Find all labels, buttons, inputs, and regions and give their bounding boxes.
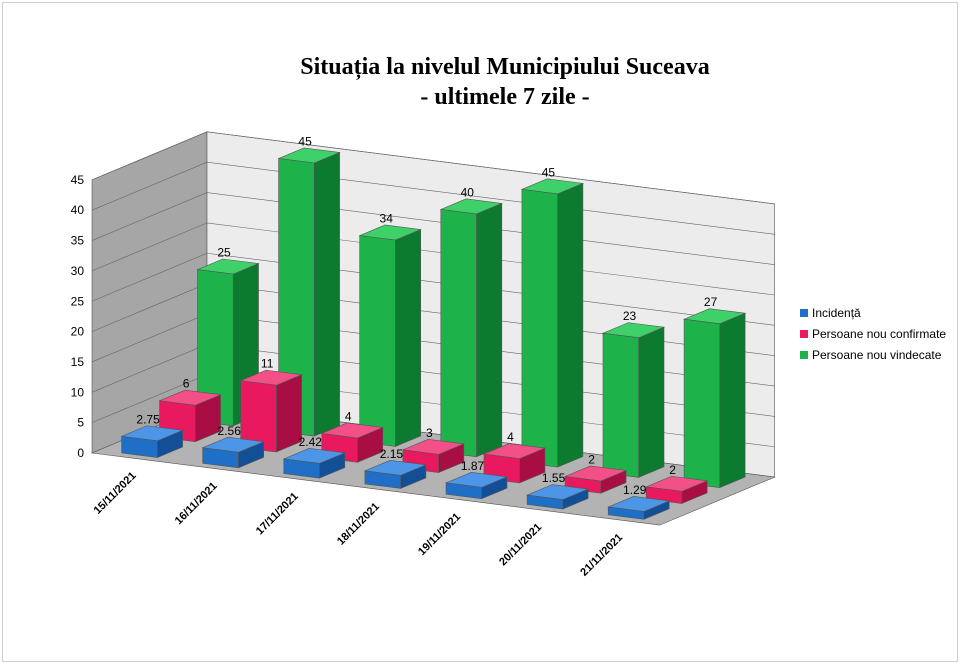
y-tick-label: 5 xyxy=(77,416,84,430)
data-label: 2 xyxy=(588,453,595,467)
legend-label: Incidență xyxy=(812,305,861,320)
data-label: 11 xyxy=(261,357,274,371)
x-tick-label: 20/11/2021 xyxy=(497,521,544,568)
y-tick-label: 30 xyxy=(71,264,85,278)
y-tick-label: 15 xyxy=(71,355,85,369)
bar-front xyxy=(283,458,320,479)
x-tick-label: 15/11/2021 xyxy=(92,470,139,517)
gridline xyxy=(91,161,775,235)
data-label: 40 xyxy=(461,185,475,199)
data-label: 27 xyxy=(704,295,718,309)
data-label: 45 xyxy=(542,165,556,179)
legend: Incidență Persoane nou confirmate Persoa… xyxy=(800,302,946,365)
x-tick-label: 17/11/2021 xyxy=(254,490,301,537)
bar-front xyxy=(445,482,482,500)
legend-swatch xyxy=(800,329,808,338)
bar-front xyxy=(278,158,315,437)
gridline xyxy=(91,222,775,296)
legend-label: Persoane nou confirmate xyxy=(812,326,947,341)
bar-side xyxy=(313,151,340,437)
gridline xyxy=(91,252,775,326)
gridline xyxy=(91,192,775,265)
y-tick-label: 0 xyxy=(77,446,84,460)
data-label: 2.15 xyxy=(380,447,404,461)
y-tick-label: 10 xyxy=(71,385,85,399)
bar-side xyxy=(395,229,421,447)
data-label: 23 xyxy=(623,309,637,323)
bar-front xyxy=(197,269,234,427)
legend-item-incidenta: Incidență xyxy=(800,302,946,323)
gridline xyxy=(91,131,775,205)
bar-front xyxy=(202,447,239,469)
bar-front xyxy=(521,189,558,468)
chart-title: Situația la nivelul Municipiului Suceava… xyxy=(0,52,960,112)
title-line-1: Situația la nivelul Municipiului Suceava xyxy=(300,54,710,80)
data-label: 2.42 xyxy=(299,435,323,449)
bar-side xyxy=(638,326,665,478)
data-label: 1.29 xyxy=(623,483,647,497)
data-label: 1.55 xyxy=(542,471,566,485)
bar-front xyxy=(683,318,721,488)
legend-label: Persoane nou vindecate xyxy=(812,347,942,362)
legend-swatch xyxy=(800,308,808,317)
data-label: 4 xyxy=(507,430,514,444)
legend-item-vindecate: Persoane nou vindecate xyxy=(800,344,946,365)
y-tick-label: 25 xyxy=(71,294,85,308)
y-tick-label: 40 xyxy=(71,203,85,217)
bar-front xyxy=(440,209,477,458)
bar-side xyxy=(476,202,503,458)
data-label: 2.56 xyxy=(218,424,242,438)
data-label: 2 xyxy=(669,463,676,477)
y-tick-label: 20 xyxy=(71,325,85,339)
bar-front xyxy=(526,494,564,510)
x-tick-label: 21/11/2021 xyxy=(578,532,625,579)
x-tick-label: 16/11/2021 xyxy=(173,480,220,527)
title-line-2: - ultimele 7 zile - xyxy=(420,84,590,110)
data-label: 2.75 xyxy=(136,412,160,426)
y-tick-label: 35 xyxy=(71,234,85,248)
legend-item-confirmate: Persoane nou confirmate xyxy=(800,323,946,344)
x-tick-label: 18/11/2021 xyxy=(335,501,382,548)
x-tick-label: 19/11/2021 xyxy=(416,511,463,558)
data-label: 25 xyxy=(217,246,231,260)
bar-front xyxy=(359,235,396,447)
data-label: 1.87 xyxy=(461,459,485,473)
bar-side xyxy=(719,312,746,489)
data-label: 45 xyxy=(298,134,312,148)
bar-front xyxy=(607,506,645,520)
bar-front xyxy=(602,332,639,478)
y-tick-label: 45 xyxy=(71,173,85,187)
bar-front xyxy=(364,470,401,489)
legend-swatch xyxy=(800,350,808,359)
bar-front xyxy=(240,380,277,453)
data-label: 34 xyxy=(380,212,394,226)
bar-side xyxy=(557,182,584,468)
data-label: 3 xyxy=(426,426,433,440)
data-label: 6 xyxy=(183,377,190,391)
bar-front xyxy=(121,435,158,458)
data-label: 4 xyxy=(345,409,352,423)
